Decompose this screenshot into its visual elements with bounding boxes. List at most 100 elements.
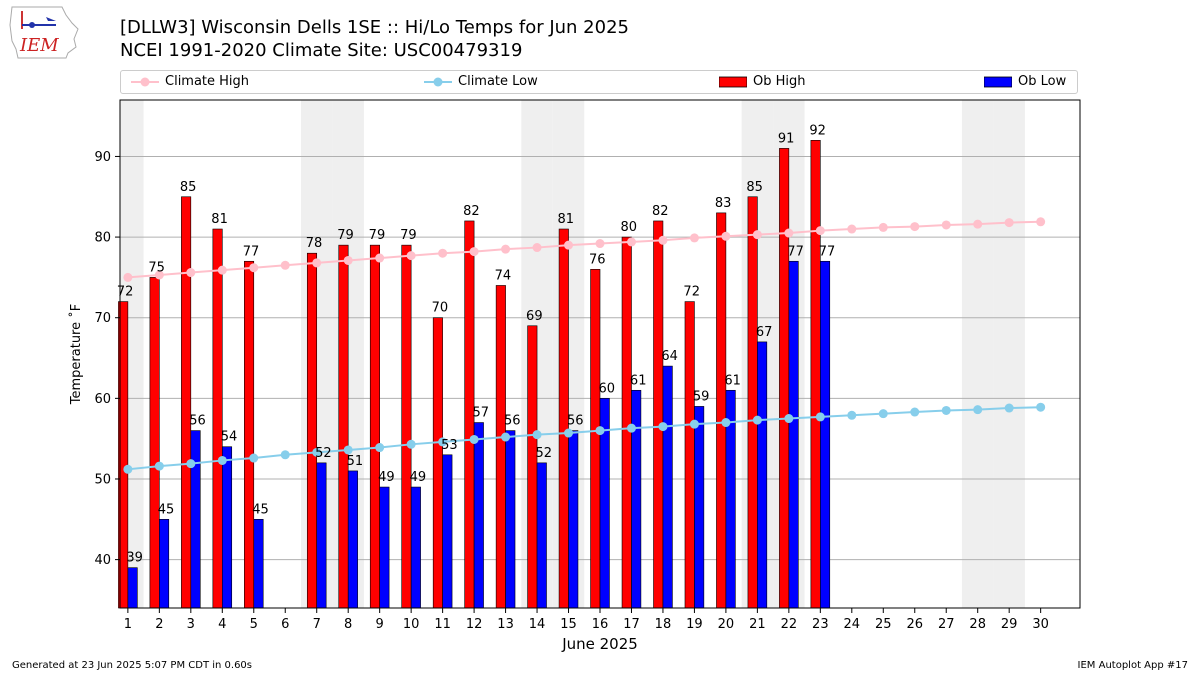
legend-climate-low-label: Climate Low — [458, 74, 538, 89]
ob-low-label-19: 59 — [693, 389, 710, 404]
climate-low-point-21 — [752, 415, 762, 425]
ob-high-bar-16 — [590, 269, 601, 609]
climate-high-point-28 — [973, 219, 983, 229]
climate-high-point-17 — [626, 237, 636, 247]
ob-high-label-5: 77 — [243, 244, 260, 259]
climate-high-point-18 — [658, 235, 668, 245]
climate-high-point-6 — [280, 260, 290, 270]
ob-high-label-4: 81 — [211, 212, 228, 227]
ob-high-bar-9 — [369, 244, 380, 609]
x-tick-label-14: 14 — [529, 617, 546, 632]
bars — [118, 140, 831, 609]
ob-high-label-16: 76 — [589, 252, 606, 267]
x-tick-label-12: 12 — [466, 617, 483, 632]
legend-climate-low: Climate Low — [424, 74, 538, 89]
ob-high-label-20: 83 — [715, 196, 732, 211]
climate-high-point-5 — [249, 263, 259, 273]
ob-low-label-11: 53 — [441, 438, 458, 453]
ob-low-label-2: 45 — [158, 502, 175, 517]
chart-title: [DLLW3] Wisconsin Dells 1SE :: Hi/Lo Tem… — [120, 17, 629, 38]
ob-high-label-22: 91 — [778, 131, 795, 146]
ob-high-label-13: 74 — [495, 268, 512, 283]
x-tick-label-1: 1 — [124, 617, 132, 632]
climate-low-point-8 — [343, 445, 353, 455]
ob-low-label-21: 67 — [756, 325, 773, 340]
climate-low-point-14 — [532, 430, 542, 440]
ob-high-label-21: 85 — [746, 180, 763, 195]
ob-low-label-4: 54 — [221, 430, 238, 445]
ob-low-label-13: 56 — [504, 414, 521, 429]
climate-high-point-8 — [343, 255, 353, 265]
ob-high-bar-14 — [527, 325, 538, 609]
climate-low-point-20 — [721, 418, 731, 428]
ob-low-bar-10 — [410, 486, 421, 609]
legend-climate-high-label: Climate High — [165, 74, 250, 89]
ob-high-bar-5 — [244, 260, 255, 609]
ob-high-bar-23 — [810, 140, 821, 609]
ob-low-bar-11 — [442, 454, 453, 609]
climate-low-point-3 — [186, 459, 196, 469]
climate-low-point-11 — [438, 437, 448, 447]
climate-high-point-20 — [721, 231, 731, 241]
ob-high-bar-10 — [401, 244, 412, 609]
climate-high-point-22 — [784, 228, 794, 238]
ob-low-label-1: 39 — [126, 551, 143, 566]
ob-low-bar-12 — [473, 422, 484, 609]
climate-high-point-3 — [186, 268, 196, 278]
ob-low-label-23: 77 — [819, 244, 836, 259]
ob-high-label-7: 78 — [306, 236, 323, 251]
ob-high-bar-4 — [212, 228, 223, 609]
climate-high-point-1 — [123, 272, 133, 282]
weekend-band-29 — [993, 100, 1025, 608]
x-tick-label-22: 22 — [781, 617, 798, 632]
x-tick-label-21: 21 — [749, 617, 766, 632]
legend-climate-high: Climate High — [131, 74, 249, 89]
climate-high-line — [127, 220, 1041, 279]
x-tick-label-13: 13 — [497, 617, 514, 632]
climate-high-point-9 — [375, 253, 385, 263]
x-tick-label-10: 10 — [403, 617, 420, 632]
ob-high-bar-22 — [779, 148, 790, 609]
ob-low-label-12: 57 — [473, 406, 490, 421]
ob-low-bar-5 — [253, 519, 264, 609]
climate-high-point-16 — [595, 239, 605, 249]
ob-high-bar-7 — [306, 252, 318, 609]
ob-high-label-11: 70 — [432, 301, 449, 316]
ob-low-bar-17 — [631, 389, 642, 609]
climate-low-point-1 — [123, 464, 133, 474]
climate-low-point-24 — [847, 410, 857, 420]
x-axis-label: June 2025 — [561, 635, 638, 653]
x-tick-label-20: 20 — [718, 617, 735, 632]
legend-climate-high-swatch — [131, 77, 159, 86]
climate-low-point-16 — [595, 426, 605, 436]
ob-low-bar-8 — [347, 470, 358, 609]
climate-low-point-10 — [406, 439, 416, 449]
climate-low-point-4 — [217, 455, 227, 465]
x-tick-label-15: 15 — [560, 617, 577, 632]
bar-value-labels: 72 75 85 81 77 78 79 79 79 70 82 74 69 81 76 80 82 72 83 85… — [117, 123, 835, 565]
x-tick-label-3: 3 — [187, 617, 195, 632]
climate-high-point-24 — [847, 224, 857, 234]
legend-ob-high: Ob High — [718, 74, 806, 89]
climate-low-line — [127, 406, 1041, 471]
x-tick-label-24: 24 — [844, 617, 861, 632]
y-axis-label: Temperature ˚F — [68, 304, 84, 405]
ob-high-label-2: 75 — [148, 260, 165, 275]
y-tick-label-80: 80 — [94, 231, 111, 246]
x-tick-label-6: 6 — [281, 617, 289, 632]
ob-low-bar-15 — [568, 430, 579, 609]
climate-high-point-30 — [1036, 217, 1046, 227]
ob-high-bar-20 — [716, 212, 727, 609]
ob-high-bar-2 — [149, 277, 160, 609]
x-tick-label-7: 7 — [313, 617, 321, 632]
x-tick-label-5: 5 — [250, 617, 258, 632]
y-tick-label-70: 70 — [94, 311, 111, 326]
climate-low-point-29 — [1004, 403, 1014, 413]
chart-subtitle: NCEI 1991-2020 Climate Site: USC00479319 — [120, 40, 523, 61]
climate-low-point-26 — [910, 407, 920, 417]
ob-low-label-7: 52 — [315, 446, 332, 461]
ob-low-bar-4 — [221, 446, 233, 609]
climate-low-point-9 — [375, 443, 385, 453]
climate-high-point-10 — [406, 251, 416, 261]
